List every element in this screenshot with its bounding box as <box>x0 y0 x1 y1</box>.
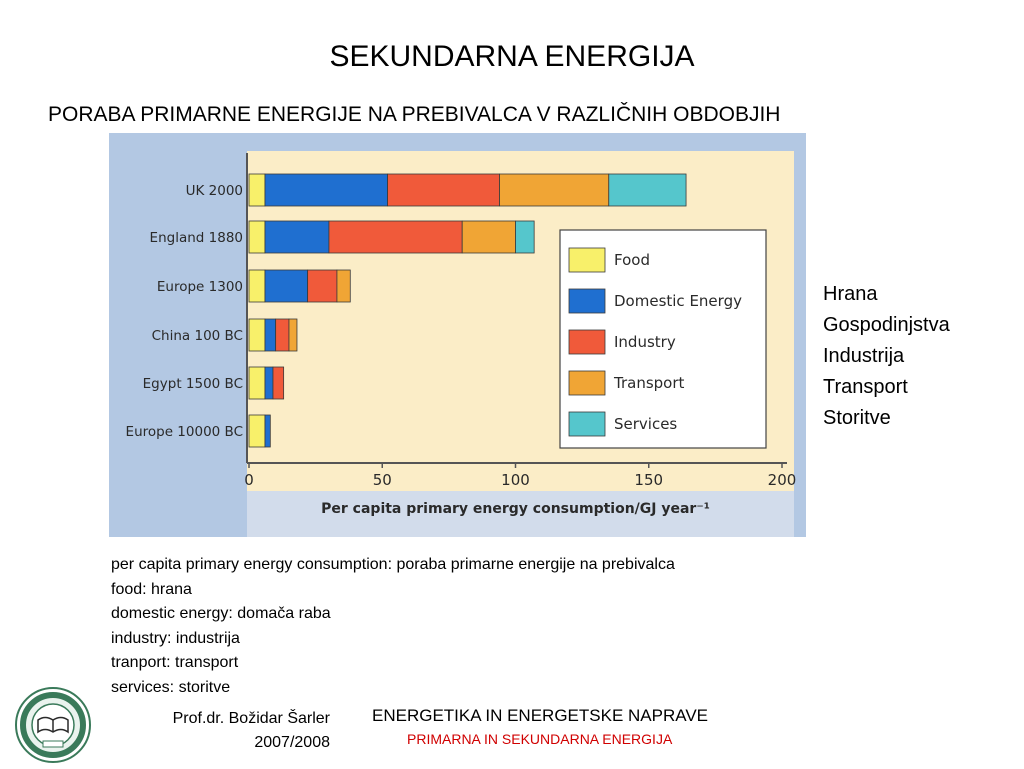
slide-title: SEKUNDARNA ENERGIJA <box>329 40 695 73</box>
stacked-bar-chart: UK 2000 England 1880 Europe 1300 China 100 … <box>109 133 806 537</box>
legend-swatch <box>568 247 606 273</box>
bar-segment <box>288 318 298 352</box>
bar-segment <box>248 173 266 207</box>
legend-translations: Hrana Gospodinjstva Industrija Transport… <box>823 279 950 434</box>
bar-segment <box>272 366 285 400</box>
legend-label: Domestic Energy <box>614 292 742 310</box>
legend-label: Industry <box>614 333 676 351</box>
bar-segment <box>264 173 388 207</box>
legend-label: Food <box>614 251 650 269</box>
glossary-line: services: storitve <box>111 678 231 696</box>
category-label: England 1880 <box>150 230 243 246</box>
bar-segment <box>264 366 274 400</box>
category-label: Egypt 1500 BC <box>143 376 243 392</box>
bar-segment <box>264 318 277 352</box>
legend-swatch <box>568 329 606 355</box>
legend-label: Services <box>614 415 677 433</box>
legend-label: Transport <box>613 374 685 392</box>
legend-swatch <box>568 288 606 314</box>
bar-segment <box>387 173 500 207</box>
translation-food: Hrana <box>823 283 878 305</box>
x-axis-label: Per capita primary energy consumption/GJ… <box>321 501 710 517</box>
bar-segment <box>328 220 463 254</box>
x-tick-label: 0 <box>244 471 254 489</box>
x-tick-label: 150 <box>634 471 663 489</box>
translation-industry: Industrija <box>823 345 905 367</box>
category-label: China 100 BC <box>152 328 243 344</box>
bar-segment <box>248 220 266 254</box>
university-seal-logo <box>10 686 96 769</box>
chart-container: UK 2000 England 1880 Europe 1300 China 100 … <box>109 133 806 537</box>
glossary-line: industry: industrija <box>111 629 240 647</box>
bar-segment <box>248 414 266 448</box>
x-tick-label: 50 <box>373 471 392 489</box>
bar-segment <box>264 220 330 254</box>
bar-segment <box>264 414 271 448</box>
bar-segment <box>248 269 266 303</box>
footer-course-sub: PRIMARNA IN SEKUNDARNA ENERGIJA <box>407 731 673 747</box>
translation-transport: Transport <box>823 376 908 398</box>
glossary-line: per capita primary energy consumption: p… <box>111 556 675 573</box>
category-label: Europe 10000 BC <box>126 424 243 440</box>
bar-segment <box>264 269 309 303</box>
bar-segment <box>499 173 610 207</box>
bar-segment <box>608 173 687 207</box>
translation-services: Storitve <box>823 407 891 429</box>
bar-segment <box>515 220 535 254</box>
bar-segment <box>336 269 351 303</box>
glossary-line: food: hrana <box>111 580 192 598</box>
footer-author: Prof.dr. Božidar Šarler <box>172 710 330 727</box>
bar-segment <box>307 269 338 303</box>
slide-subtitle: PORABA PRIMARNE ENERGIJE NA PREBIVALCA V… <box>48 103 781 126</box>
legend-swatch <box>568 411 606 437</box>
legend-swatch <box>568 370 606 396</box>
translation-domestic: Gospodinjstva <box>823 314 950 336</box>
footer-year: 2007/2008 <box>254 734 330 751</box>
glossary-line: tranport: transport <box>111 654 239 671</box>
footer-course: ENERGETIKA IN ENERGETSKE NAPRAVE <box>372 706 708 725</box>
bar-segment <box>461 220 516 254</box>
axis-panel <box>247 491 794 537</box>
x-tick-label: 100 <box>501 471 530 489</box>
bar-segment <box>275 318 290 352</box>
footer-author-block: Prof.dr. Božidar Šarler 2007/2008 <box>100 707 330 755</box>
x-tick-label: 200 <box>768 471 797 489</box>
glossary-line: domestic energy: domača raba <box>111 605 331 622</box>
category-label: Europe 1300 <box>157 279 243 295</box>
category-label: UK 2000 <box>186 183 243 199</box>
bar-segment <box>248 318 266 352</box>
glossary: per capita primary energy consumption: p… <box>111 553 675 700</box>
bar-segment <box>248 366 266 400</box>
